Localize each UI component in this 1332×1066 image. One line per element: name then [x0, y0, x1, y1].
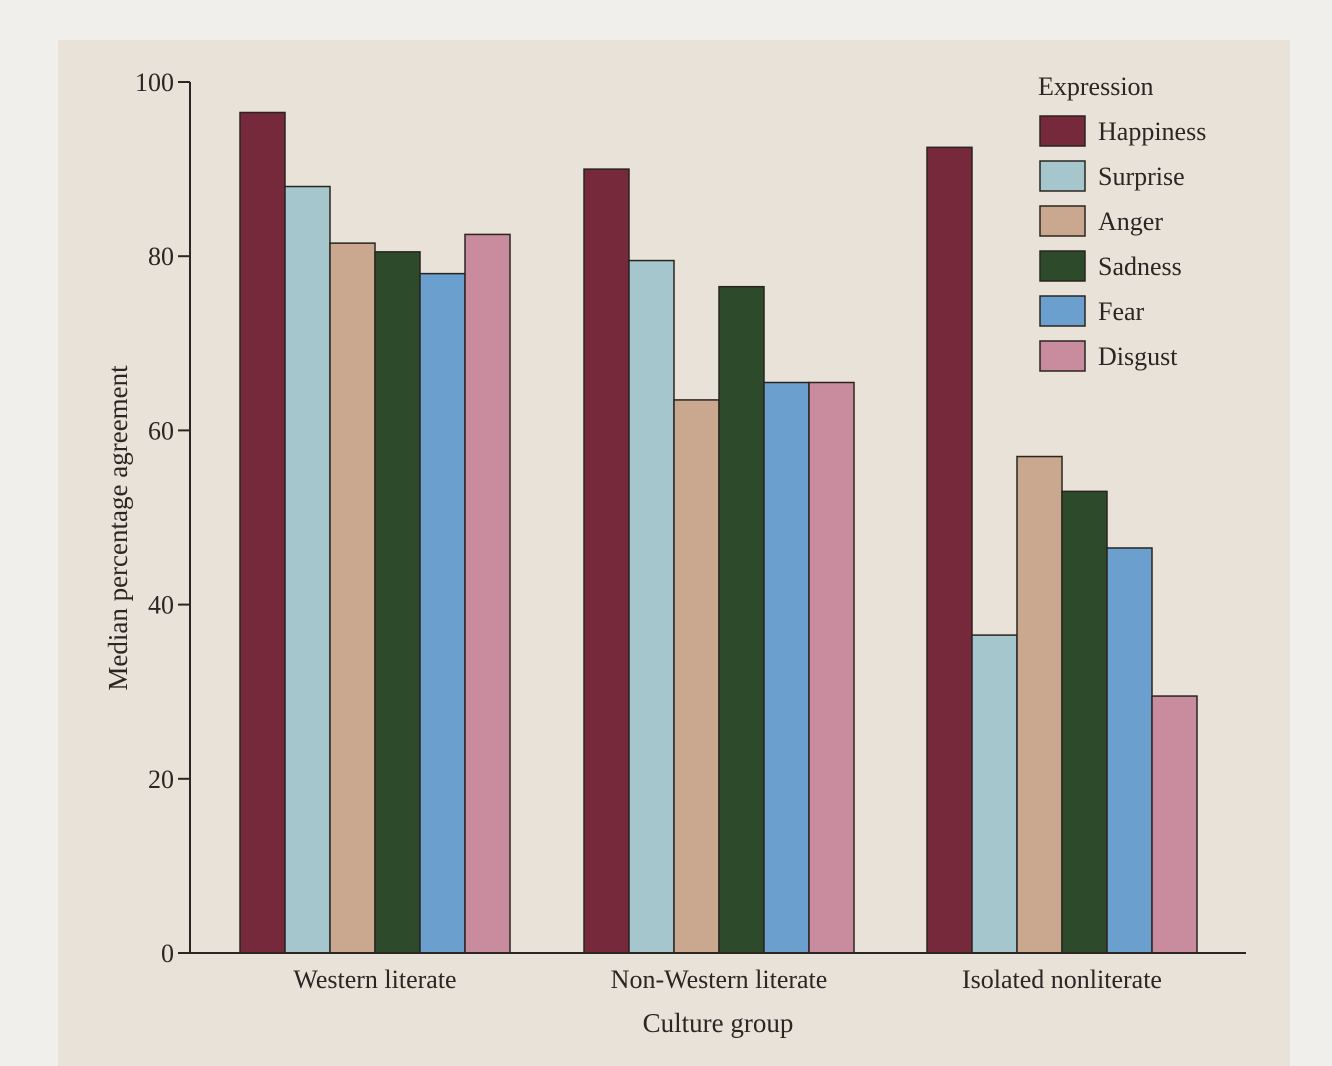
- bar-non-western-literate-sadness: [718, 285, 765, 954]
- legend-swatch-happiness: [1039, 115, 1086, 147]
- bar-isolated-nonliterate-surprise: [971, 634, 1018, 954]
- legend-swatch-fear: [1039, 295, 1086, 327]
- bar-non-western-literate-disgust: [808, 381, 855, 954]
- x-tick-label: Western literate: [293, 965, 456, 994]
- bar-non-western-literate-anger: [673, 399, 720, 954]
- legend-title: Expression: [1038, 72, 1154, 101]
- bar-western-literate-anger: [329, 242, 376, 954]
- bar-western-literate-disgust: [464, 233, 511, 954]
- x-axis-title: Culture group: [643, 1008, 794, 1038]
- x-tick-label: Non-Western literate: [611, 965, 828, 994]
- y-tick-label: 0: [161, 939, 174, 968]
- y-tick-label: 40: [148, 591, 174, 620]
- legend-label-sadness: Sadness: [1098, 252, 1182, 281]
- legend-swatch-sadness: [1039, 250, 1086, 282]
- legend-label-happiness: Happiness: [1098, 117, 1206, 146]
- legend: Expression Happiness Surprise Anger Sadness…: [1038, 72, 1206, 372]
- bar-isolated-nonliterate-happiness: [926, 146, 973, 954]
- bar-western-literate-happiness: [239, 111, 286, 954]
- x-tick-label: Isolated nonliterate: [962, 965, 1162, 994]
- bar-non-western-literate-happiness: [583, 168, 630, 954]
- legend-swatch-disgust: [1039, 340, 1086, 372]
- y-axis-title: Median percentage agreement: [103, 365, 133, 691]
- y-tick-label: 80: [148, 242, 174, 271]
- bar-non-western-literate-fear: [763, 381, 810, 954]
- legend-label-disgust: Disgust: [1098, 342, 1178, 371]
- bar-isolated-nonliterate-disgust: [1151, 695, 1198, 954]
- y-tick-label: 20: [148, 765, 174, 794]
- y-ticks-group: 0 20 40 60 80 100: [135, 68, 190, 968]
- y-tick-label: 100: [135, 68, 174, 97]
- bars-group: [239, 111, 1198, 954]
- legend-swatch-surprise: [1039, 160, 1086, 192]
- legend-label-surprise: Surprise: [1098, 162, 1185, 191]
- x-labels-group: Western literate Non-Western literate Isol…: [293, 965, 1162, 994]
- bar-isolated-nonliterate-anger: [1016, 455, 1063, 954]
- legend-label-anger: Anger: [1098, 207, 1163, 236]
- bar-western-literate-sadness: [374, 251, 421, 954]
- bar-isolated-nonliterate-fear: [1106, 547, 1153, 954]
- bar-non-western-literate-surprise: [628, 259, 675, 954]
- legend-items: Happiness Surprise Anger Sadness Fear Disgust: [1039, 115, 1206, 372]
- bar-western-literate-surprise: [284, 185, 331, 954]
- bar-western-literate-fear: [419, 272, 466, 954]
- legend-swatch-anger: [1039, 205, 1086, 237]
- bar-isolated-nonliterate-sadness: [1061, 490, 1108, 954]
- y-tick-label: 60: [148, 416, 174, 445]
- legend-label-fear: Fear: [1098, 297, 1145, 326]
